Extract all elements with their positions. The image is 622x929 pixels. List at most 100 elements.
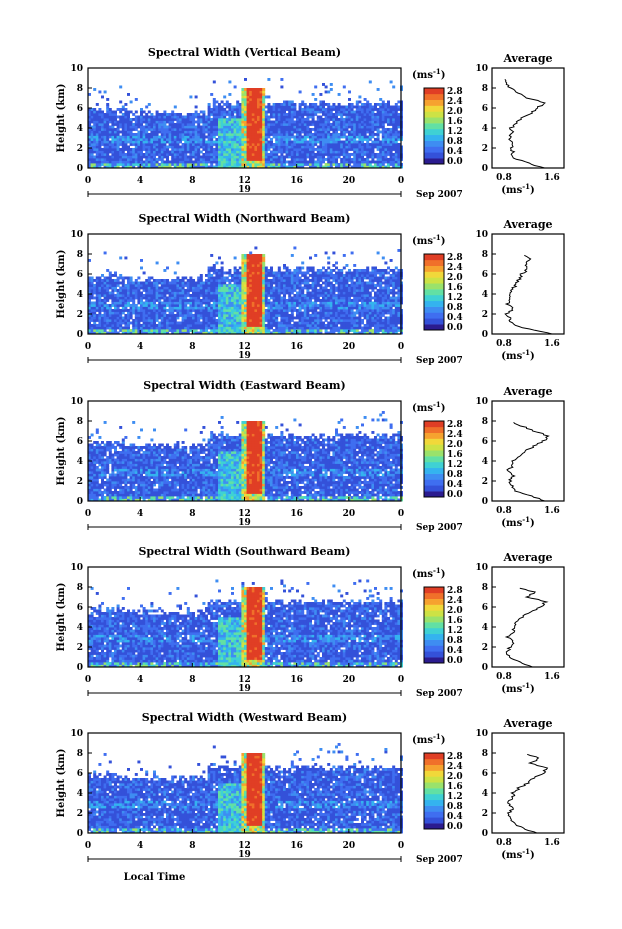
heatmap-cell — [244, 133, 247, 136]
heatmap-cell — [272, 271, 276, 275]
heatmap-cell — [272, 276, 276, 280]
heatmap-cell — [283, 158, 286, 161]
heatmap-cell — [293, 135, 297, 139]
heatmap-cell — [124, 331, 128, 335]
heatmap-cell — [298, 314, 302, 317]
heatmap-cell — [288, 276, 292, 280]
heatmap-cell — [392, 143, 396, 146]
heatmap-cell — [95, 301, 99, 305]
heatmap-cell — [285, 299, 289, 302]
heatmap-cell — [166, 115, 169, 119]
heatmap-cell — [285, 160, 289, 164]
heatmap-cell — [166, 286, 169, 290]
heatmap-cell — [150, 284, 154, 287]
colorbar-tick-label: 2.0 — [447, 107, 463, 117]
heatmap-cell — [116, 281, 120, 285]
heatmap-cell — [348, 158, 351, 161]
heatmap-cell — [106, 281, 110, 285]
heatmap-cell — [342, 165, 346, 169]
heatmap-cell — [181, 311, 185, 315]
heatmap-cell — [194, 160, 198, 164]
heatmap-cell — [394, 130, 398, 134]
heatmap-cell — [342, 120, 346, 124]
heatmap-cell — [332, 135, 336, 139]
heatmap-cell — [145, 113, 149, 116]
heatmap-cell — [264, 115, 268, 119]
heatmap-cell — [179, 326, 182, 330]
heatmap-cell — [384, 150, 388, 154]
heatmap-cell — [207, 150, 211, 154]
heatmap-cell — [283, 150, 286, 154]
heatmap-cell — [199, 150, 203, 154]
heatmap-cell — [108, 130, 112, 134]
heatmap-cell — [241, 271, 245, 275]
heatmap-cell — [199, 304, 203, 307]
colorbar-swatch — [424, 93, 444, 100]
heatmap-cell — [155, 140, 159, 144]
heatmap-cell — [241, 261, 245, 265]
heatmap-cell — [254, 301, 258, 305]
heatmap-cell — [285, 304, 289, 307]
heatmap-cell — [254, 261, 258, 265]
heatmap-cell — [181, 145, 185, 149]
heatmap-cell — [329, 148, 333, 151]
heatmap-cell — [296, 155, 299, 159]
heatmap-cell — [171, 289, 175, 292]
heatmap-cell — [207, 331, 211, 335]
heatmap-cell — [280, 296, 284, 300]
heatmap-cell — [207, 266, 211, 270]
heatmap-cell — [215, 138, 219, 141]
heatmap-cell — [192, 281, 195, 285]
heatmap-cell — [301, 113, 305, 116]
heatmap-cell — [140, 165, 143, 169]
heatmap-cell — [212, 130, 216, 134]
heatmap-cell — [186, 140, 190, 144]
heatmap-cell — [184, 276, 188, 280]
heatmap-cell — [111, 289, 115, 292]
heatmap-cell — [233, 326, 237, 330]
heatmap-cell — [298, 133, 302, 136]
heatmap-cell — [301, 100, 305, 104]
heatmap-cell — [137, 120, 141, 124]
heatmap-cell — [340, 150, 344, 154]
heatmap-cell — [134, 294, 138, 297]
heatmap-cell — [179, 296, 182, 300]
heatmap-cell — [134, 311, 138, 315]
heatmap-cell — [197, 309, 201, 312]
heatmap-cell — [95, 331, 99, 335]
heatmap-cell — [353, 123, 357, 126]
heatmap-cell — [363, 103, 367, 106]
heatmap-cell — [132, 123, 136, 126]
heatmap-cell — [231, 145, 234, 149]
heatmap-cell — [212, 155, 216, 159]
heatmap-cell — [88, 331, 91, 335]
heatmap-cell — [381, 163, 385, 166]
heatmap-cell — [280, 324, 284, 327]
heatmap-cell — [225, 133, 229, 136]
heatmap-cell — [194, 289, 198, 292]
heatmap-cell — [272, 309, 276, 312]
heatmap-cell — [280, 165, 284, 169]
heatmap-cell — [272, 128, 276, 131]
heatmap-cell — [168, 316, 172, 320]
heatmap-cell — [244, 88, 247, 91]
heatmap-cell — [262, 291, 266, 295]
heatmap-cell — [134, 289, 138, 292]
heatmap-cell — [153, 326, 156, 330]
heatmap-cell — [389, 158, 393, 161]
heatmap-cell — [184, 324, 188, 327]
heatmap-cell — [324, 163, 328, 166]
heatmap-cell — [127, 153, 130, 156]
heatmap-cell — [150, 148, 154, 151]
heatmap-cell — [194, 110, 198, 114]
heatmap-cell — [361, 113, 364, 116]
heatmap-cell — [233, 319, 237, 322]
heatmap-cell — [244, 148, 247, 151]
heatmap-cell — [332, 153, 336, 156]
heatmap-cell — [238, 314, 242, 317]
heatmap-cell — [150, 311, 154, 315]
heatmap-cell — [335, 123, 338, 126]
heatmap-cell — [88, 118, 91, 121]
heatmap-cell — [355, 103, 359, 106]
heatmap-cell — [186, 118, 190, 121]
